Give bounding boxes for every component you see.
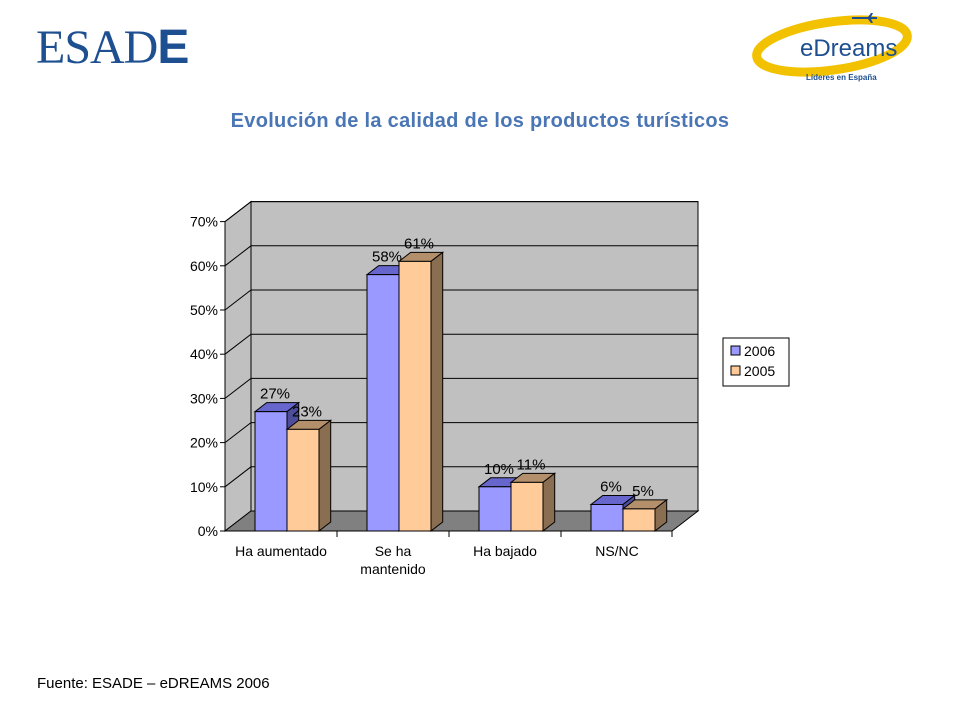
y-tick-label: 30% bbox=[190, 390, 218, 406]
gridline bbox=[224, 422, 698, 443]
legend-swatch bbox=[730, 345, 741, 356]
data-label: 27% bbox=[260, 386, 290, 403]
gridline bbox=[224, 466, 698, 488]
data-label: 5% bbox=[632, 483, 654, 500]
data-label: 58% bbox=[372, 249, 402, 266]
data-label: 61% bbox=[404, 235, 434, 252]
esade-logo-text: ESAD bbox=[36, 21, 158, 74]
x-tick-label: Ha aumentado bbox=[235, 543, 327, 559]
data-label: 11% bbox=[517, 456, 546, 473]
bar-side bbox=[318, 419, 332, 533]
y-tick-label: 40% bbox=[190, 346, 218, 362]
bar-2005 bbox=[510, 481, 544, 532]
bar-side bbox=[542, 472, 556, 533]
source-note: Fuente: ESADE – eDREAMS 2006 bbox=[37, 675, 270, 692]
x-tick-label: mantenido bbox=[360, 561, 426, 577]
side-wall bbox=[224, 200, 252, 533]
bar-2006 bbox=[590, 503, 624, 532]
y-tick-label: 0% bbox=[198, 523, 218, 539]
data-label: 6% bbox=[600, 478, 622, 495]
y-tick-label: 70% bbox=[190, 214, 218, 230]
legend-label: 2006 bbox=[744, 343, 775, 359]
gridline bbox=[224, 289, 698, 311]
edreams-tagline: Líderes en España bbox=[806, 73, 877, 82]
bar-2006 bbox=[366, 274, 400, 532]
y-tick-label: 20% bbox=[190, 435, 218, 451]
esade-logo: ESADE bbox=[36, 21, 189, 74]
legend-label: 2005 bbox=[744, 363, 775, 379]
bar-2005 bbox=[622, 508, 656, 532]
gridline bbox=[224, 201, 698, 222]
bar-chart: 0% 10% 20% 30% 40% 50% 60% 70% 27%23% Ha aumentad… bbox=[190, 200, 790, 577]
legend: 2006 2005 bbox=[722, 337, 790, 387]
bar-side bbox=[430, 251, 444, 533]
chart-title: Evolución de la calidad de los productos… bbox=[230, 110, 730, 132]
edreams-logo-text: eDreams bbox=[800, 35, 897, 62]
x-tick-label: NS/NC bbox=[595, 543, 639, 559]
bar-2005 bbox=[398, 260, 432, 532]
logo-swoosh bbox=[752, 15, 912, 77]
y-tick-label: 10% bbox=[190, 479, 218, 495]
y-tick-label: 50% bbox=[190, 302, 218, 318]
bar-2006 bbox=[478, 486, 512, 532]
edreams-logo: eDreams Líderes en España bbox=[752, 13, 912, 82]
plane-icon bbox=[852, 13, 877, 23]
y-tick-label: 60% bbox=[190, 258, 218, 274]
bar-2005 bbox=[286, 428, 320, 532]
legend-swatch bbox=[730, 365, 741, 376]
gridline bbox=[224, 245, 698, 267]
data-label: 10% bbox=[484, 461, 514, 478]
bar-2006 bbox=[254, 411, 288, 532]
gridline bbox=[224, 333, 698, 355]
x-tick-label: Se ha bbox=[375, 543, 412, 559]
x-tick-label: Ha bajado bbox=[473, 543, 537, 559]
gridline bbox=[224, 377, 698, 399]
data-label: 23% bbox=[292, 403, 322, 420]
